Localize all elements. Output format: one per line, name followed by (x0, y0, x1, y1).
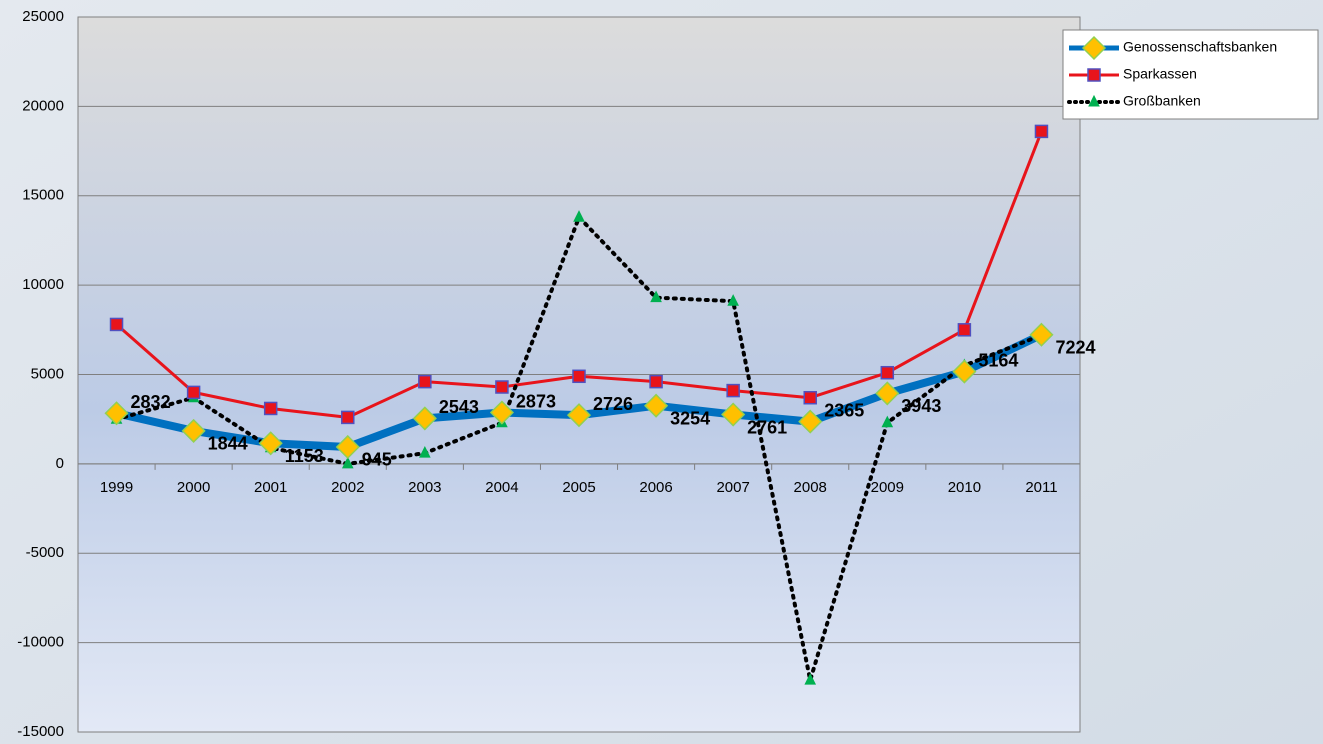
data-label: 3254 (670, 408, 710, 428)
point (572, 369, 586, 384)
x-tick-label: 2010 (948, 479, 981, 496)
data-label: 2365 (824, 400, 864, 420)
data-label: 945 (362, 450, 392, 470)
legend-marker (1088, 94, 1100, 107)
x-tick-label: 2007 (716, 479, 749, 496)
point (341, 410, 355, 425)
data-label: 2726 (593, 394, 633, 414)
legend-label: Genossenschaftsbanken (1123, 39, 1277, 55)
point (181, 418, 206, 443)
data-label: 2832 (131, 392, 171, 412)
point (263, 401, 278, 416)
data-label: 1153 (285, 446, 324, 466)
x-tick-label: 2009 (871, 479, 904, 496)
data-label: 1844 (208, 434, 248, 454)
data-label: 2543 (439, 397, 479, 417)
point (957, 323, 972, 337)
x-tick-label: 2011 (1025, 479, 1057, 496)
point (186, 385, 201, 400)
point (258, 431, 283, 456)
point (721, 402, 746, 427)
legend-label: Großbanken (1123, 93, 1201, 109)
x-tick-label: 2002 (331, 479, 364, 496)
data-label: 2873 (516, 391, 556, 411)
point (803, 390, 817, 405)
point (104, 401, 129, 426)
point (566, 403, 592, 428)
data-label: 3943 (901, 396, 941, 416)
point (412, 406, 437, 431)
y-tick-label: 20000 (22, 97, 64, 114)
x-tick-label: 2003 (408, 479, 441, 496)
point (335, 434, 360, 460)
point (644, 393, 669, 418)
point (489, 400, 514, 425)
point (418, 374, 432, 389)
legend-marker (1081, 35, 1107, 61)
x-tick-label: 1999 (100, 479, 133, 496)
data-label: 5164 (978, 350, 1018, 370)
y-tick-label: -10000 (17, 634, 64, 651)
data-label: 2761 (747, 417, 787, 437)
point (1029, 322, 1054, 347)
y-tick-label: 25000 (22, 8, 64, 25)
point (798, 409, 823, 434)
legend-marker (1087, 68, 1101, 82)
point (650, 290, 662, 303)
point (419, 446, 431, 458)
point (495, 380, 509, 394)
point (649, 374, 663, 389)
point (109, 317, 124, 332)
legend-label: Sparkassen (1123, 66, 1197, 82)
x-tick-label: 2005 (562, 479, 595, 496)
point (573, 210, 585, 222)
y-tick-label: -5000 (26, 544, 64, 561)
x-tick-label: 2004 (485, 479, 518, 496)
point (726, 383, 740, 398)
point (1034, 124, 1049, 139)
y-tick-label: 15000 (22, 187, 64, 204)
point (881, 415, 894, 428)
point (341, 456, 354, 469)
x-tick-label: 2001 (254, 479, 287, 496)
point (727, 294, 739, 306)
x-tick-label: 2000 (177, 479, 210, 496)
point (875, 381, 900, 406)
y-tick-label: -15000 (17, 723, 64, 740)
y-tick-label: 10000 (22, 276, 64, 293)
data-label: 7224 (1055, 337, 1095, 357)
point (880, 365, 895, 380)
x-tick-label: 2008 (794, 479, 827, 496)
x-tick-label: 2006 (639, 479, 672, 496)
point (804, 673, 817, 685)
y-tick-label: 5000 (31, 365, 64, 382)
y-tick-label: 0 (56, 455, 64, 472)
point (952, 359, 977, 384)
